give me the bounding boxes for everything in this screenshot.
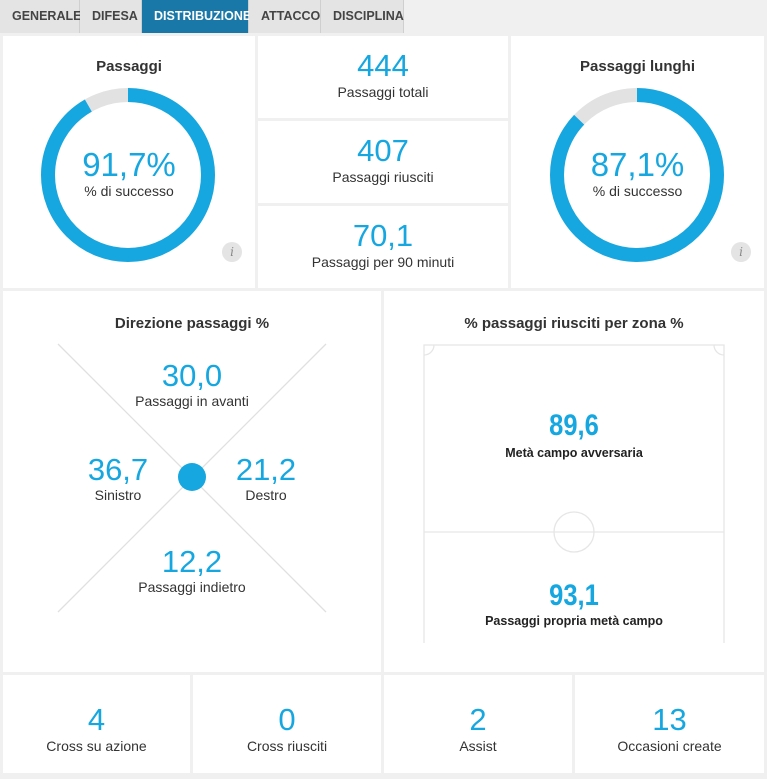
bottom-stat-label: Cross su azione (46, 738, 147, 754)
stat-value: 444 (357, 48, 409, 83)
passaggi-ring-fill (41, 88, 215, 262)
passaggi-lunghi-percent: 87,1% (590, 146, 685, 183)
passaggi-stats-panel: 444 Passaggi totali 407 Passaggi riuscit… (258, 36, 508, 288)
zona-propria-label: Passaggi propria metà campo (485, 614, 663, 628)
zona-panel: % passaggi riusciti per zona % 89,6 Metà… (384, 291, 764, 672)
tab-difesa[interactable]: DIFESA (80, 0, 142, 33)
direzione-avanti-label: Passaggi in avanti (135, 393, 249, 409)
direzione-destro-value: 21,2 (235, 452, 297, 487)
bottom-stat-assist: 2 Assist (384, 675, 572, 773)
stat-label: Passaggi riusciti (332, 169, 434, 185)
direzione-destro-label: Destro (245, 487, 287, 503)
direzione-sinistro-label: Sinistro (94, 487, 142, 503)
stat-value: 407 (357, 133, 409, 168)
passaggi-percent-label: % di successo (84, 183, 174, 199)
passaggi-percent: 91,7% (82, 146, 176, 183)
bottom-stat-label: Occasioni create (617, 738, 722, 754)
center-dot (178, 463, 206, 491)
passaggi-lunghi-panel: Passaggi lunghi 87,1% % di successo i (511, 36, 764, 288)
info-icon[interactable]: i (222, 242, 242, 262)
direzione-indietro-label: Passaggi indietro (138, 579, 246, 595)
direzione-avanti-value: 30,0 (161, 358, 223, 393)
bottom-stat-value: 4 (87, 702, 106, 737)
zona-title: % passaggi riusciti per zona % (464, 315, 684, 332)
bottom-stat-value: 2 (469, 702, 487, 737)
direzione-indietro-value: 12,2 (161, 544, 223, 579)
stat-label: Passaggi totali (337, 84, 429, 100)
passaggi-panel: Passaggi 91,7% % di successo i (3, 36, 255, 288)
passaggi-lunghi-percent-label: % di successo (592, 183, 683, 199)
stat-cell-totali: 444 Passaggi totali (258, 36, 508, 118)
passaggi-lunghi-title: Passaggi lunghi (579, 58, 696, 75)
tab-bar: GENERALE DIFESA DISTRIBUZIONE ATTACCO DI… (0, 0, 404, 33)
tab-distribuzione[interactable]: DISTRIBUZIONE (142, 0, 251, 33)
bottom-stat-occasioni: 13 Occasioni create (575, 675, 764, 773)
bottom-stat-label: Cross riusciti (246, 738, 328, 754)
bottom-stat-label: Assist (459, 738, 497, 754)
passaggi-lunghi-donut (550, 88, 724, 262)
passaggi-donut (41, 88, 215, 262)
tab-attacco[interactable]: ATTACCO (249, 0, 321, 33)
bottom-stat-cross-azione: 4 Cross su azione (3, 675, 190, 773)
tab-generale[interactable]: GENERALE (0, 0, 81, 33)
stat-value: 70,1 (352, 218, 414, 253)
zona-avversaria-label: Metà campo avversaria (505, 446, 643, 460)
bottom-stat-cross-riusciti: 0 Cross riusciti (193, 675, 381, 773)
bottom-stat-value: 13 (652, 702, 687, 737)
direzione-title: Direzione passaggi % (114, 315, 270, 332)
bottom-stat-value: 0 (278, 702, 296, 737)
stat-cell-per-90: 70,1 Passaggi per 90 minuti (258, 206, 508, 288)
stat-label: Passaggi per 90 minuti (311, 254, 455, 270)
passaggi-title: Passaggi (96, 58, 162, 75)
zona-propria-value: 93,1 (549, 579, 599, 612)
zona-avversaria-value: 89,6 (549, 409, 599, 442)
direzione-sinistro-value: 36,7 (87, 452, 149, 487)
passaggi-lunghi-ring-fill (550, 88, 724, 262)
pitch-diagram (422, 344, 726, 672)
stat-cell-riusciti: 407 Passaggi riusciti (258, 121, 508, 203)
tab-disciplina[interactable]: DISCIPLINA (321, 0, 404, 33)
direzione-panel: Direzione passaggi % 30,0 Passaggi in av… (3, 291, 381, 672)
direction-cross-lines (57, 343, 327, 613)
info-icon[interactable]: i (731, 242, 751, 262)
